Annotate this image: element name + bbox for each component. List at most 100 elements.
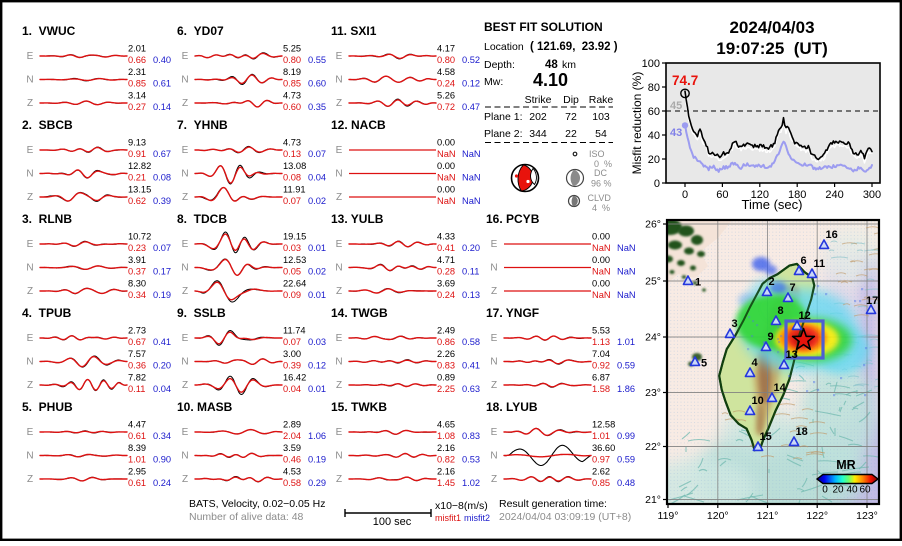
svg-text:4.17: 4.17 [437,44,455,54]
svg-text:14. TWGB: 14. TWGB [331,306,388,320]
svg-text:15: 15 [760,431,772,443]
svg-text:Number of alive data: 48: Number of alive data: 48 [189,511,304,523]
svg-text:24°: 24° [645,332,661,344]
svg-text:6: 6 [801,255,807,267]
svg-text:4.73: 4.73 [283,138,301,148]
svg-text:ISO: ISO [589,149,605,159]
svg-text:22: 22 [565,128,577,140]
svg-text:0: 0 [682,189,688,201]
svg-text:0.60: 0.60 [283,102,301,112]
svg-text:N: N [26,451,33,462]
svg-text:8: 8 [778,305,784,317]
svg-text:0.59: 0.59 [617,360,635,370]
svg-text:1.01: 1.01 [592,431,610,441]
svg-text:Z: Z [182,286,188,297]
svg-text:NaN: NaN [462,196,481,206]
svg-text:0.02: 0.02 [308,266,326,276]
svg-text:123°: 123° [856,510,878,522]
svg-text:0.19: 0.19 [308,454,326,464]
svg-text:1.06: 1.06 [308,431,326,441]
svg-text:0.85: 0.85 [592,478,610,488]
svg-text:km: km [562,59,576,71]
svg-text:7.82: 7.82 [128,373,146,383]
svg-text:22.64: 22.64 [283,279,306,289]
svg-text:Strike: Strike [525,94,552,106]
svg-text:7.57: 7.57 [128,349,146,359]
svg-text:N: N [181,451,188,462]
svg-text:0.99: 0.99 [617,431,635,441]
svg-text:0.61: 0.61 [153,78,171,88]
svg-text:2: 2 [769,276,775,288]
svg-text:74.7: 74.7 [672,73,698,88]
svg-text:60: 60 [648,106,660,118]
svg-text:2.16: 2.16 [437,467,455,477]
svg-text:NaN: NaN [462,172,481,182]
svg-text:180: 180 [788,189,806,201]
svg-text:2024/04/04 03:09:19 (UT+8): 2024/04/04 03:09:19 (UT+8) [499,511,631,523]
svg-text:0.17: 0.17 [153,266,171,276]
svg-text:0.58: 0.58 [462,337,480,347]
svg-text:E: E [491,239,498,250]
svg-text:0.08: 0.08 [153,172,171,182]
svg-text:1.01: 1.01 [617,337,635,347]
svg-text:0.86: 0.86 [437,337,455,347]
svg-text:misfit1: misfit1 [435,513,461,523]
svg-text:8.19: 8.19 [283,67,301,77]
svg-text:4: 4 [752,357,759,369]
svg-text:22°: 22° [645,441,661,453]
svg-text:3.59: 3.59 [283,443,301,453]
svg-text:344: 344 [529,128,547,140]
svg-text:E: E [182,239,189,250]
svg-text:N: N [181,169,188,180]
svg-text:3: 3 [732,318,738,330]
svg-text:misfit2: misfit2 [464,513,490,523]
svg-text:0.13: 0.13 [462,290,480,300]
svg-text:Z: Z [491,286,497,297]
svg-text:0.12: 0.12 [462,78,480,88]
svg-text:MR: MR [836,458,855,472]
svg-text:0.04: 0.04 [153,384,171,394]
svg-text:0: 0 [654,178,660,190]
svg-text:5. PHUB: 5. PHUB [22,400,73,414]
svg-text:0.83: 0.83 [462,431,480,441]
svg-text:Mw:: Mw: [484,76,503,88]
svg-text:1.58: 1.58 [592,384,610,394]
svg-text:NaN: NaN [617,266,636,276]
svg-text:Z: Z [182,192,188,203]
svg-text:0.66: 0.66 [128,55,146,65]
svg-text:2.95: 2.95 [128,467,146,477]
svg-text:Depth:: Depth: [484,59,515,71]
svg-text:20: 20 [648,154,660,166]
svg-text:0.01: 0.01 [308,290,326,300]
svg-text:0.29: 0.29 [308,478,326,488]
svg-text:0.60: 0.60 [308,78,326,88]
svg-text:Z: Z [336,286,342,297]
svg-text:13.15: 13.15 [128,185,151,195]
svg-text:Z: Z [182,474,188,485]
svg-text:0.90: 0.90 [153,454,171,464]
svg-text:0.07: 0.07 [283,196,301,206]
svg-text:Plane 2:: Plane 2: [484,128,523,140]
svg-text:0.04: 0.04 [308,172,326,182]
svg-text:0.85: 0.85 [283,78,301,88]
svg-text:N: N [335,169,342,180]
svg-text:11: 11 [814,258,826,270]
svg-text:2.25: 2.25 [437,384,455,394]
svg-text:72: 72 [565,111,577,123]
svg-text:2024/04/03: 2024/04/03 [729,18,814,37]
svg-text:Time (sec): Time (sec) [742,197,803,212]
svg-text:Z: Z [336,192,342,203]
svg-text:9: 9 [768,331,774,343]
svg-text:4.65: 4.65 [437,420,455,430]
svg-text:16.42: 16.42 [283,373,306,383]
svg-text:N: N [335,357,342,368]
svg-text:0 %: 0 % [594,159,612,169]
svg-text:0.05: 0.05 [283,266,301,276]
svg-text:2.49: 2.49 [437,326,455,336]
svg-text:N: N [181,357,188,368]
svg-text:0.58: 0.58 [283,478,301,488]
svg-text:43: 43 [670,127,682,139]
svg-text:0.20: 0.20 [153,360,171,370]
svg-text:240: 240 [825,189,843,201]
svg-text:1: 1 [695,277,701,289]
